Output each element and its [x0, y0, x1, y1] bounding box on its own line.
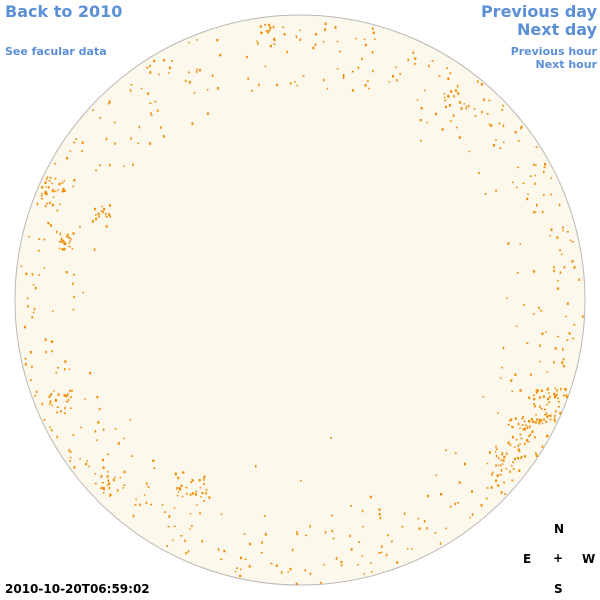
next-hour-link[interactable]: Next hour [535, 58, 598, 71]
solar-disk [14, 14, 586, 586]
compass-north: N [554, 522, 565, 536]
previous-day-link[interactable]: Previous day [480, 2, 597, 21]
previous-hour-link[interactable]: Previous hour [510, 45, 597, 58]
facular-regions [20, 22, 584, 586]
next-day-link[interactable]: Next day [517, 20, 597, 39]
observation-timestamp: 2010-10-20T06:59:02 [5, 582, 150, 596]
compass-south: S [554, 582, 563, 596]
see-facular-data-link[interactable]: See facular data [5, 45, 107, 58]
compass-center: + [553, 551, 564, 565]
compass-west: W [582, 552, 596, 566]
back-to-year-link[interactable]: Back to 2010 [5, 2, 123, 21]
compass-east: E [523, 552, 532, 566]
